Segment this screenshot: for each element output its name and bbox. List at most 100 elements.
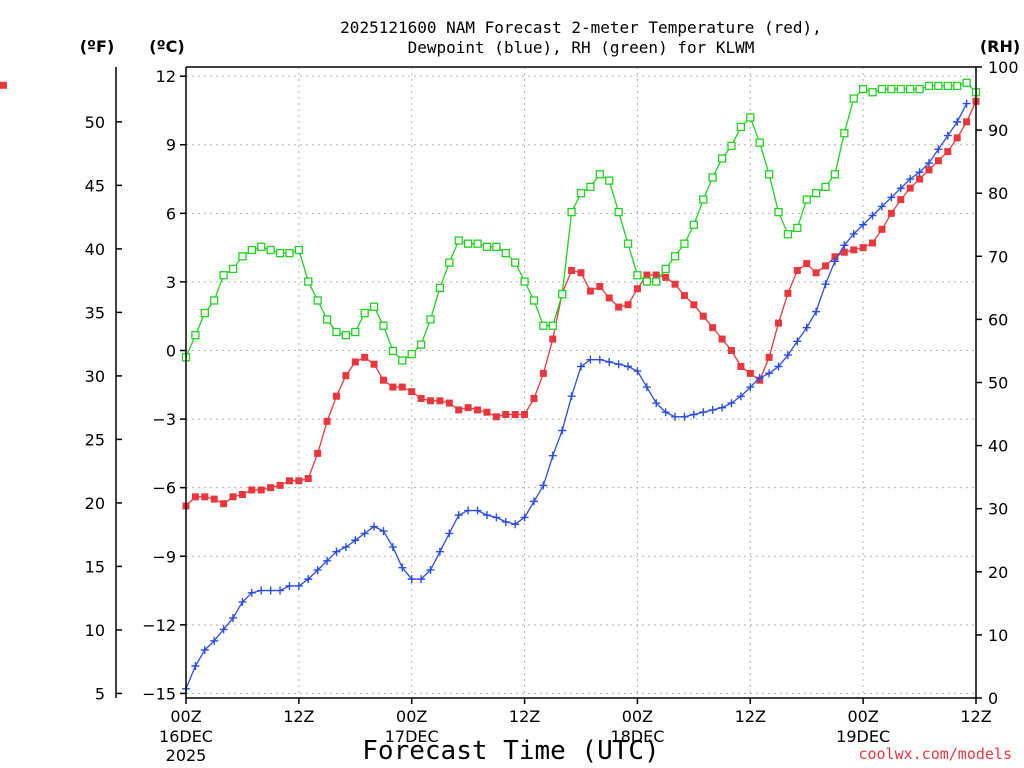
rh-point (764, 170, 774, 179)
dewpoint-point (520, 513, 529, 522)
dewpoint-point (473, 506, 482, 515)
rh-tick-label: 10 (988, 626, 1008, 645)
dewpoint-series-line (185, 103, 968, 690)
temperature-point (568, 266, 576, 274)
dewpoint-point (868, 211, 877, 220)
rh-point (369, 302, 379, 311)
dewpoint-point (624, 362, 633, 371)
temperature-point (332, 392, 340, 400)
temperature-point (775, 319, 782, 327)
dewpoint-point (840, 241, 849, 250)
fahrenheit-tick-label: 15 (85, 557, 105, 576)
rh-point (294, 245, 304, 255)
dewpoint-point (859, 220, 868, 229)
celsius-tick-label: 0 (166, 341, 176, 360)
rh-point (887, 84, 896, 94)
dewpoint-point (558, 426, 567, 435)
credit-text: coolwx.com/models (858, 745, 1012, 763)
rh-point (238, 252, 247, 261)
temperature-point (398, 383, 406, 391)
rh-point (247, 245, 256, 255)
fahrenheit-unit-label: (ºF) (80, 37, 115, 56)
temperature-point (662, 273, 670, 281)
dewpoint-point (614, 360, 623, 369)
rh-point (680, 239, 689, 248)
rh-point (257, 242, 266, 251)
dewpoint-point (736, 392, 745, 401)
rh-tick-label: 70 (988, 247, 1008, 266)
rh-point (924, 81, 934, 91)
dewpoint-point (812, 307, 821, 316)
temperature-point (718, 335, 726, 343)
rh-point (595, 170, 604, 179)
dewpoint-point (332, 547, 341, 556)
temperature-point (229, 493, 237, 501)
rh-point (463, 239, 473, 248)
temperature-point (276, 481, 284, 489)
rh-point (539, 321, 548, 330)
rh-point (783, 230, 793, 239)
temperature-point (944, 148, 952, 156)
dewpoint-point (191, 661, 200, 670)
dewpoint-point (464, 506, 473, 515)
dewpoint-point (699, 408, 708, 417)
rh-point (407, 349, 416, 359)
dewpoint-point (783, 351, 792, 360)
temperature-point (643, 271, 651, 279)
temperature-point (342, 372, 350, 380)
temperature-point (474, 406, 482, 414)
dewpoint-point (511, 520, 520, 529)
rh-point (266, 245, 275, 255)
x-axis-title: Forecast Time (UTC) (362, 736, 659, 766)
dewpoint-point (605, 357, 614, 366)
dewpoint-point (313, 565, 322, 574)
temperature-point (840, 248, 848, 256)
rh-point (529, 296, 539, 305)
rh-point (501, 248, 510, 258)
rh-point (661, 264, 670, 274)
rh-point (633, 271, 642, 280)
fahrenheit-tick-label: 30 (85, 367, 105, 386)
rh-point (699, 195, 708, 204)
temperature-point (709, 324, 717, 332)
x-tick-label: 12Z (960, 707, 991, 726)
rh-point (802, 195, 811, 204)
temperature-point (238, 491, 246, 499)
rh-point (473, 239, 482, 248)
x-tick-label: 00Z (396, 707, 427, 726)
dewpoint-point (426, 565, 435, 574)
rh-point (943, 81, 952, 91)
rh-point (868, 88, 877, 97)
dewpoint-point (595, 355, 604, 364)
dewpoint-point (407, 575, 416, 584)
dewpoint-point (360, 529, 369, 538)
temperature-point (220, 500, 228, 508)
temperature-point (417, 395, 425, 403)
dewpoint-point (915, 168, 924, 177)
temperature-point (0, 81, 7, 89)
temperature-point (304, 475, 312, 483)
rh-point (416, 340, 426, 349)
fahrenheit-tick-label: 45 (85, 176, 105, 195)
fahrenheit-tick-label: 10 (85, 621, 105, 640)
x-tick-label: 12Z (509, 707, 540, 726)
x-tick-label: 12Z (283, 707, 314, 726)
temperature-point (248, 486, 256, 494)
temperature-point (906, 184, 914, 192)
temperature-point (323, 417, 331, 425)
temperature-point (963, 118, 971, 126)
rh-point (426, 315, 435, 324)
rh-point (482, 242, 492, 251)
dewpoint-point (529, 497, 538, 506)
dewpoint-point (718, 403, 727, 412)
rh-point (511, 258, 520, 267)
rh-point (304, 277, 313, 286)
dewpoint-point (200, 645, 209, 654)
celsius-unit-label: (ºC) (149, 37, 184, 56)
dewpoint-point (727, 399, 736, 408)
dewpoint-point (435, 547, 444, 556)
dewpoint-point (210, 636, 219, 645)
dewpoint-point (887, 193, 896, 202)
rh-point (200, 308, 209, 318)
